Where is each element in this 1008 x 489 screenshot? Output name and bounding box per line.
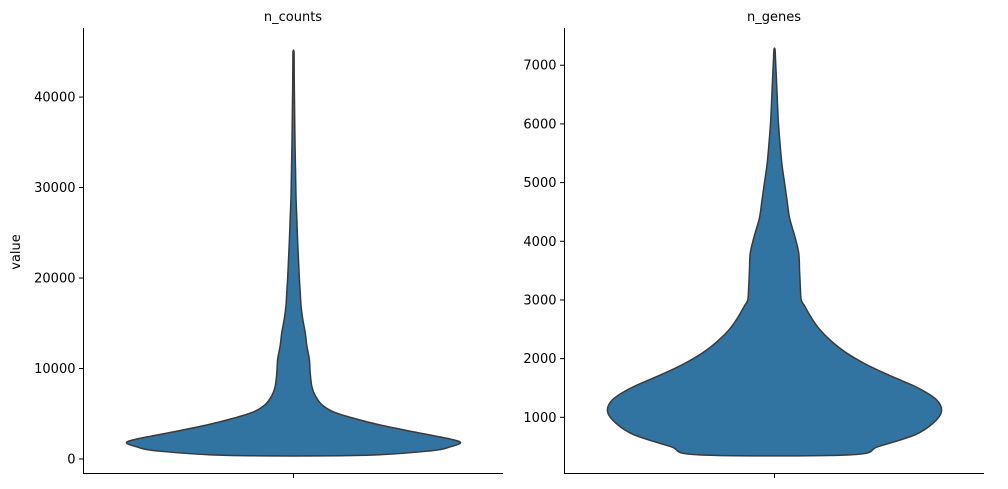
y-axis-label: value (9, 234, 24, 270)
panel-title-n-genes: n_genes (747, 10, 801, 25)
y-tick-label: 7000 (523, 59, 556, 74)
y-tick-label: 2000 (523, 352, 556, 367)
y-tick-label: 1000 (523, 411, 556, 426)
y-tick-label: 40000 (34, 91, 75, 106)
panel-n-counts: n_counts value 0 10000 20000 30000 40000 (9, 10, 503, 478)
y-tick-label: 4000 (523, 235, 556, 250)
y-tick-label: 10000 (34, 362, 75, 377)
panel-title-n-counts: n_counts (264, 10, 322, 25)
y-tick-label: 5000 (523, 176, 556, 191)
y-tick-label: 30000 (34, 181, 75, 196)
y-tick-label: 3000 (523, 293, 556, 308)
y-tick-label: 0 (67, 453, 75, 468)
y-axis-ticks: 0 10000 20000 30000 40000 (34, 91, 84, 468)
panel-n-genes: n_genes 1000 2000 3000 4000 5000 6000 7000 (523, 10, 984, 478)
y-tick-label: 6000 (523, 117, 556, 132)
y-tick-label: 20000 (34, 272, 75, 287)
violin-n-genes (606, 47, 943, 457)
y-axis-ticks: 1000 2000 3000 4000 5000 6000 7000 (523, 59, 565, 426)
violin-n-counts (125, 49, 462, 457)
